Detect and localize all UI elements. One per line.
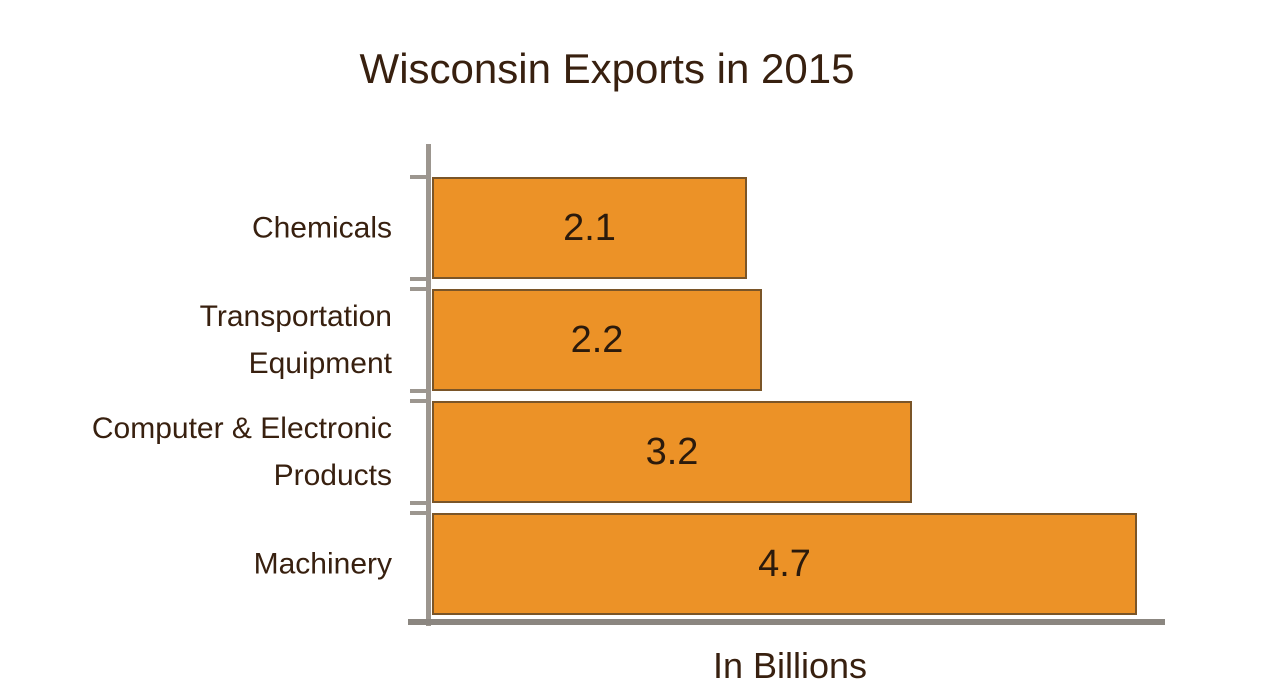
category-label: Transportation Equipment [199, 300, 392, 380]
bar-value-label: 3.2 [645, 430, 699, 473]
chart-title: Wisconsin Exports in 2015 [359, 45, 855, 92]
y-axis-tick [410, 389, 427, 393]
bar: 3.2 [432, 401, 912, 503]
category-label: Machinery [253, 547, 392, 581]
x-axis-line [408, 619, 1165, 625]
bar: 4.7 [432, 513, 1137, 615]
y-axis-tick [410, 277, 427, 281]
bar-value-label: 4.7 [758, 542, 811, 585]
bar: 2.1 [432, 177, 747, 279]
y-axis-tick [410, 175, 427, 179]
y-axis-tick [410, 501, 427, 505]
bar-value-label: 2.2 [570, 318, 624, 361]
category-label: Computer & Electronic Products [91, 412, 392, 492]
bar-value-label: 2.1 [563, 206, 616, 249]
y-axis-tick [410, 399, 427, 403]
y-axis-tick [410, 287, 427, 291]
y-axis-tick [410, 511, 427, 515]
category-label: Chemicals [251, 211, 392, 245]
bar: 2.2 [432, 289, 762, 391]
y-axis-line [426, 144, 431, 626]
x-axis-title: In Billions [712, 645, 868, 686]
